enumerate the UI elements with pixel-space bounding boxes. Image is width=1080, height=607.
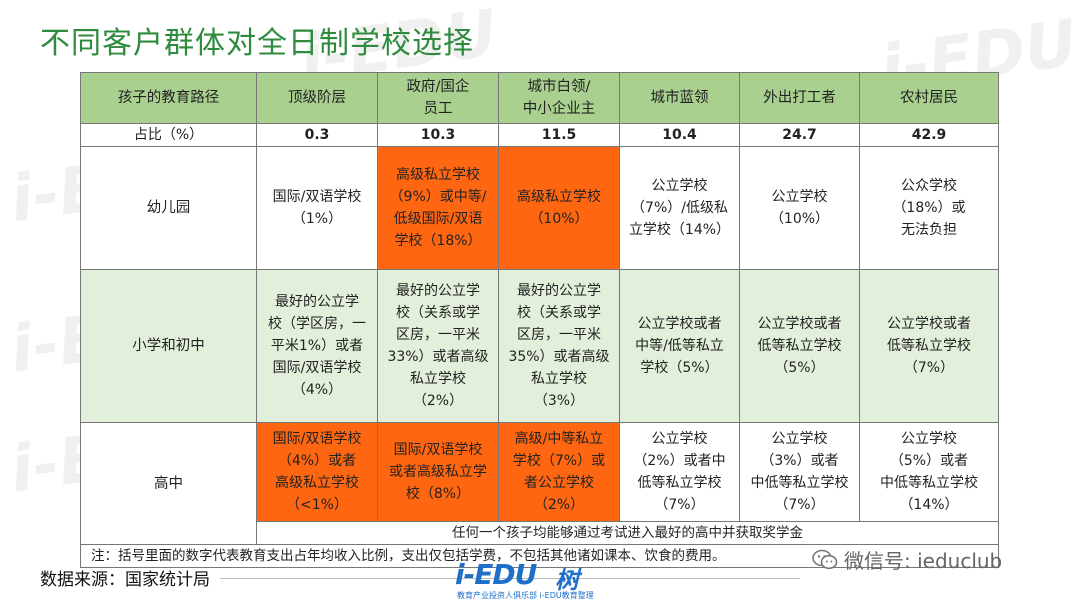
pct-cell: 42.9	[859, 123, 999, 147]
table-cell: 最好的公立学 校（关系或学 区房，一平米 33%）或者高级 私立学校 （2%）	[377, 269, 499, 423]
table-cell: 最好的公立学 校（学区房，一 平米1%）或者 国际/双语学校 （4%）	[256, 269, 378, 423]
table-cell: 公立学校 （5%）或者 中低等私立学校 （14%）	[859, 422, 999, 522]
header-cell: 外出打工者	[739, 72, 860, 124]
footnote: 注：括号里面的数字代表教育支出占年均收入比例，支出仅包括学费，不包括其他诸如课本…	[80, 544, 999, 568]
page-title: 不同客户群体对全日制学校选择	[40, 26, 474, 61]
data-source: 数据来源：国家统计局	[40, 570, 210, 590]
header-cell: 孩子的教育路径	[80, 72, 257, 124]
table-cell-highlight: 高级私立学校 （10%）	[498, 146, 620, 270]
pct-cell: 10.3	[377, 123, 499, 147]
table-cell: 公立学校 （3%）或者 中低等私立学校 （7%）	[739, 422, 860, 522]
logo-mark: 树	[555, 566, 579, 594]
footer-divider	[220, 578, 800, 579]
wechat-icon	[812, 549, 838, 571]
header-cell: 政府/国企 员工	[377, 72, 499, 124]
table-row: 幼儿园 国际/双语学校 （1%） 高级私立学校 （9%）或中等/ 低级国际/双语…	[80, 146, 999, 270]
table-header-row: 孩子的教育路径 顶级阶层 政府/国企 员工 城市白领/ 中小企业主 城市蓝领 外…	[80, 72, 999, 124]
table-cell: 公立学校或者 中等/低等私立 学校（5%）	[619, 269, 740, 423]
table-cell-highlight: 高级/中等私立 学校（7%）或 者公立学校 （2%）	[498, 422, 620, 522]
row-label: 小学和初中	[80, 269, 257, 423]
header-cell: 城市白领/ 中小企业主	[498, 72, 620, 124]
merged-note: 任何一个孩子均能够通过考试进入最好的高中并获取奖学金	[256, 521, 999, 545]
table-cell: 公立学校 （2%）或者中 低等私立学校 （7%）	[619, 422, 740, 522]
table-cell: 公立学校 （7%）/低级私 立学校（14%）	[619, 146, 740, 270]
row-label: 幼儿园	[80, 146, 257, 270]
header-cell: 农村居民	[859, 72, 999, 124]
wechat-text: 微信号: ieduclub	[844, 549, 1003, 573]
table-cell: 国际/双语学校 （1%）	[256, 146, 378, 270]
table-row: 高中 国际/双语学校 （4%）或者 高级私立学校 （<1%） 国际/双语学校 或…	[80, 422, 999, 545]
logo-subtitle: 教育产业投资人俱乐部 i-EDU教育整理	[457, 591, 594, 600]
school-choice-table: 孩子的教育路径 顶级阶层 政府/国企 员工 城市白领/ 中小企业主 城市蓝领 外…	[80, 72, 999, 568]
table-cell: 公众学校 （18%）或 无法负担	[859, 146, 999, 270]
percentage-row: 占比（%） 0.3 10.3 11.5 10.4 24.7 42.9	[80, 123, 999, 147]
row-label: 占比（%）	[80, 123, 257, 147]
pct-cell: 0.3	[256, 123, 378, 147]
merged-note-row: 任何一个孩子均能够通过考试进入最好的高中并获取奖学金	[81, 521, 999, 545]
logo-text: i-EDU	[455, 558, 537, 591]
table-cell: 公立学校或者 低等私立学校 （7%）	[859, 269, 999, 423]
pct-cell: 10.4	[619, 123, 740, 147]
table-cell-highlight: 高级私立学校 （9%）或中等/ 低级国际/双语 学校（18%）	[377, 146, 499, 270]
table-cell: 最好的公立学 校（关系或学 区房，一平米 35%）或者高级 私立学校 （3%）	[498, 269, 620, 423]
table-cell-highlight: 国际/双语学校 （4%）或者 高级私立学校 （<1%）	[256, 422, 378, 522]
table-cell-highlight: 国际/双语学校 或者高级私立学 校（8%）	[377, 422, 499, 522]
row-label: 高中	[80, 422, 257, 545]
header-cell: 城市蓝领	[619, 72, 740, 124]
pct-cell: 24.7	[739, 123, 860, 147]
pct-cell: 11.5	[498, 123, 620, 147]
wechat-id: 微信号: ieduclub	[812, 545, 1002, 574]
header-cell: 顶级阶层	[256, 72, 378, 124]
table-row: 小学和初中 最好的公立学 校（学区房，一 平米1%）或者 国际/双语学校 （4%…	[80, 269, 999, 423]
iedu-logo: i-EDU 树 教育产业投资人俱乐部 i-EDU教育整理	[455, 558, 635, 604]
footnote-row: 注：括号里面的数字代表教育支出占年均收入比例，支出仅包括学费，不包括其他诸如课本…	[80, 544, 999, 568]
table-cell: 公立学校或者 低等私立学校 （5%）	[739, 269, 860, 423]
table-cell: 公立学校 （10%）	[739, 146, 860, 270]
